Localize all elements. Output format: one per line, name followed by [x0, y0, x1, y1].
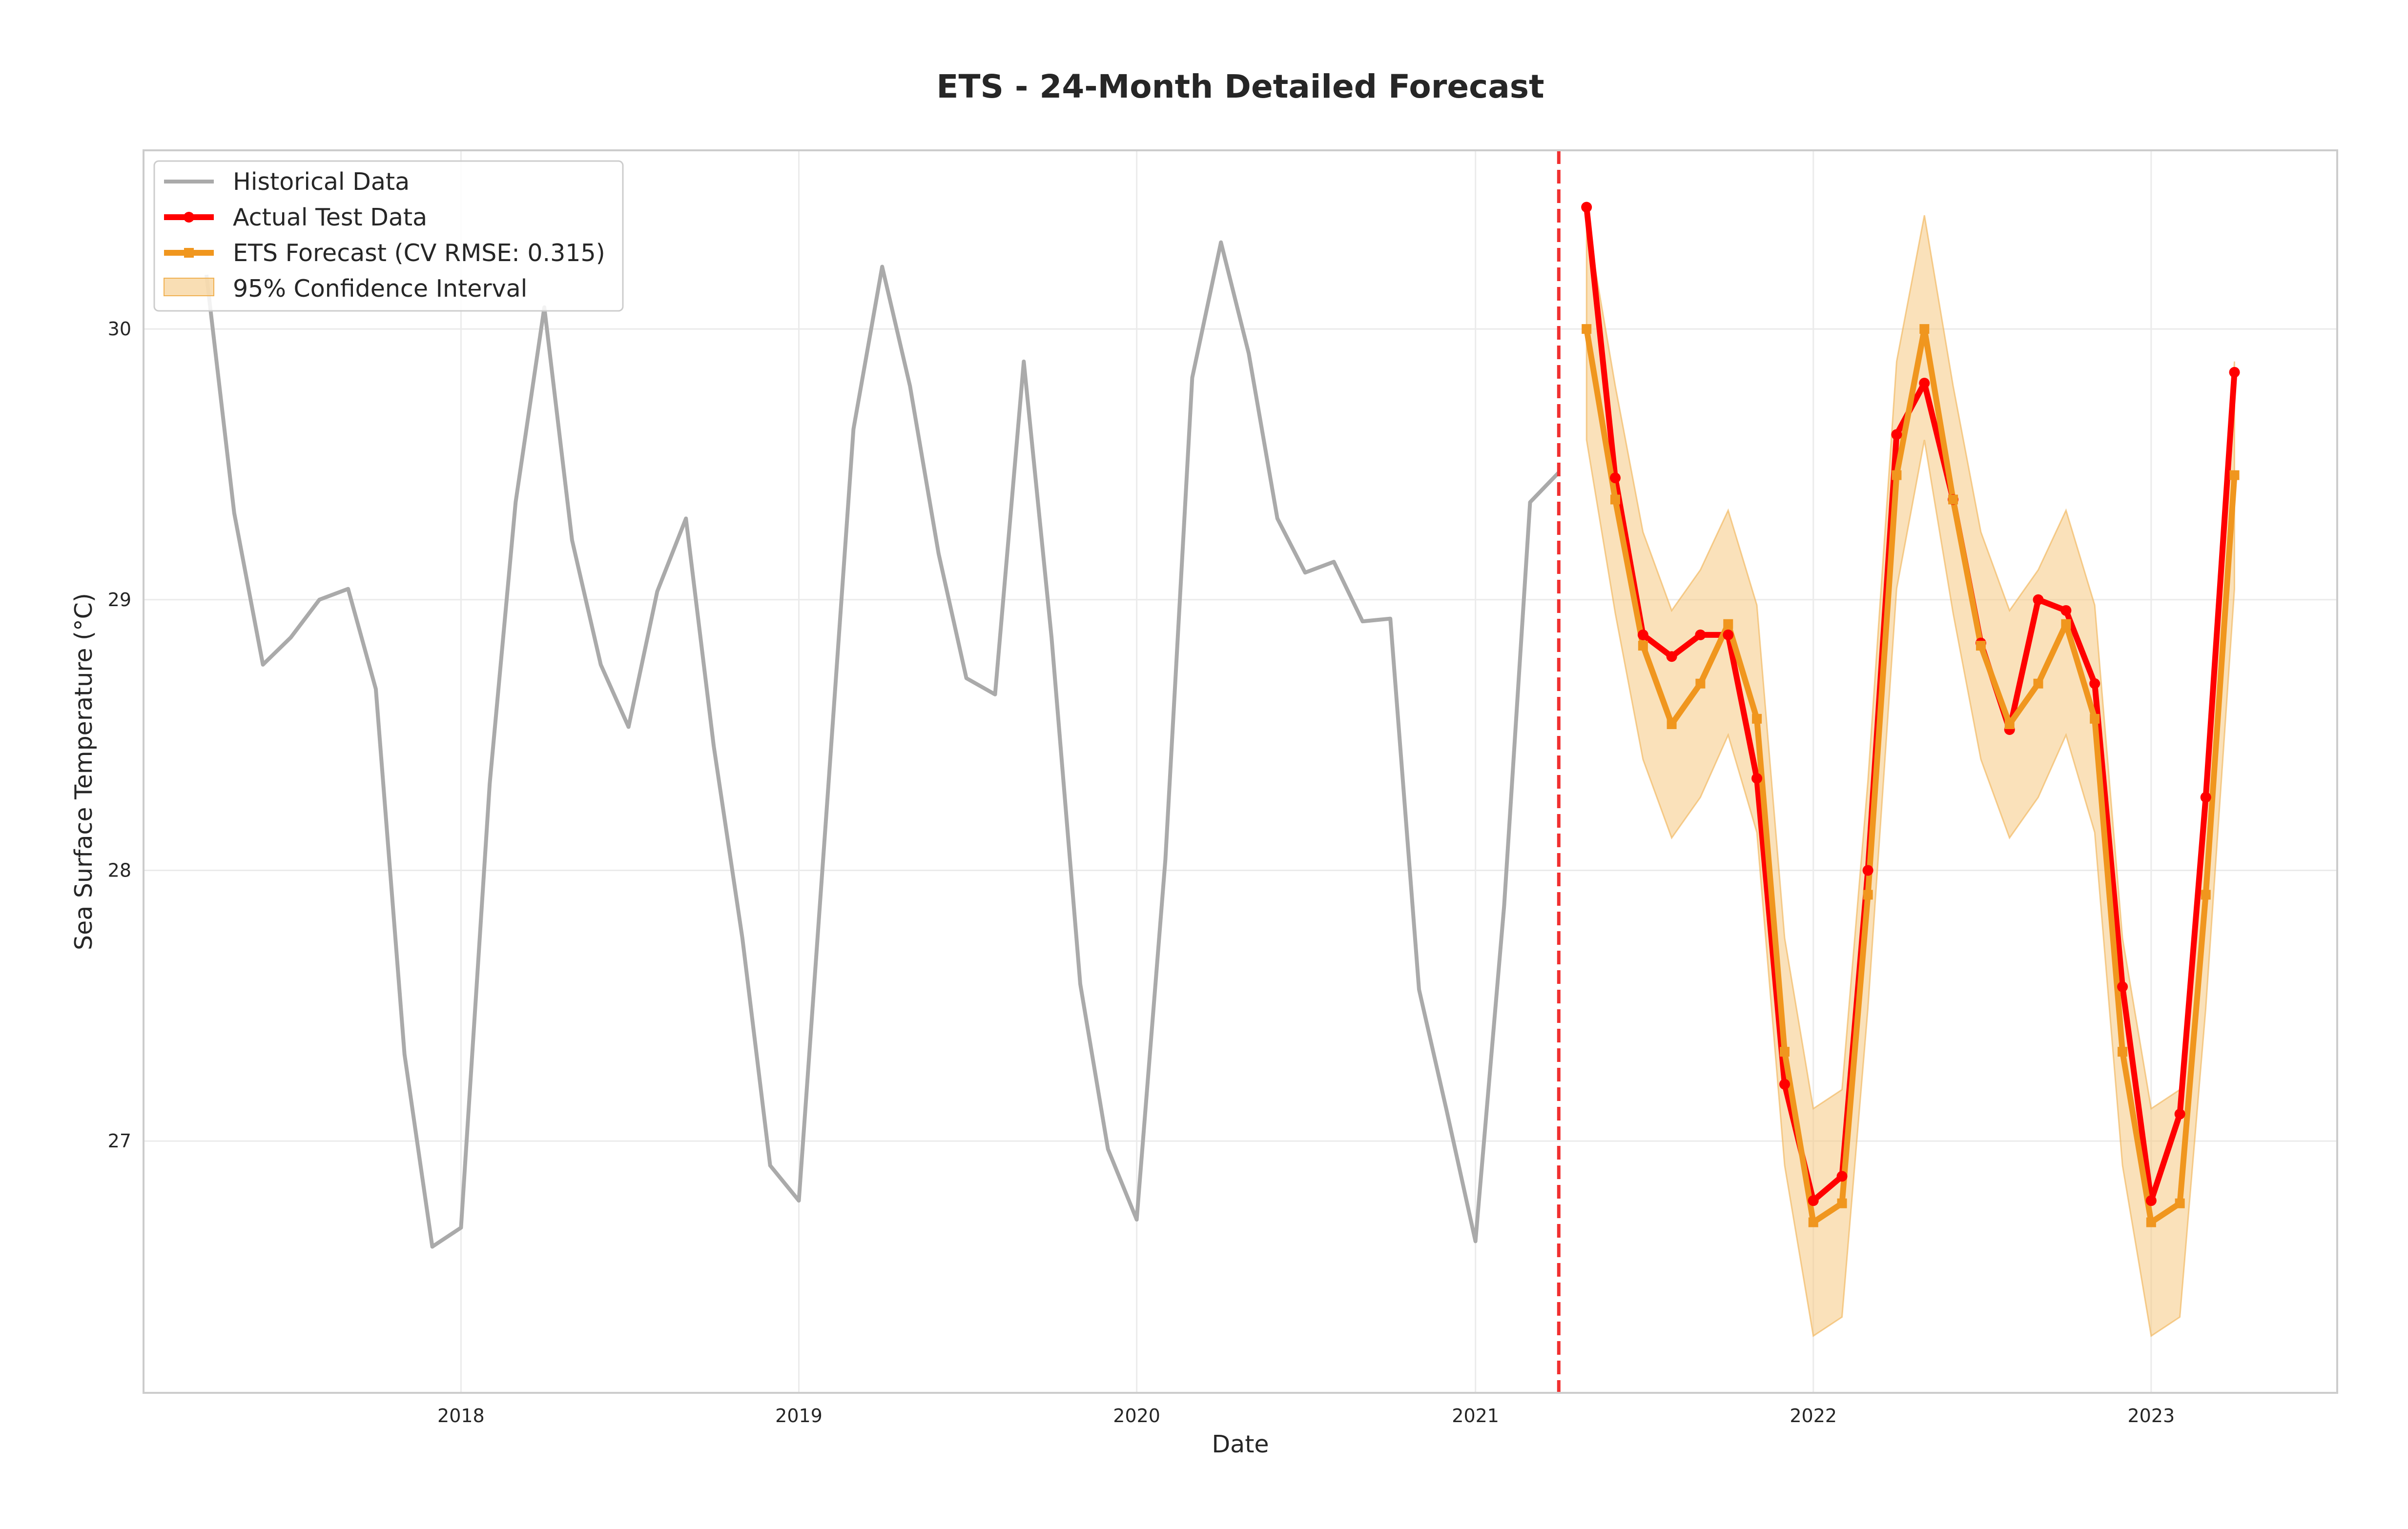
tick-labels: 2018 2019 2020 2021 2022 2023 27 28 29 30 — [108, 318, 2175, 1427]
legend-label-historical: Historical Data — [233, 168, 410, 196]
plot-frame — [143, 149, 2338, 1394]
actual-point — [1808, 1195, 1819, 1206]
forecast-point — [2118, 1047, 2128, 1057]
legend-label-confidence: 95% Confidence Interval — [233, 275, 527, 303]
forecast-point — [1863, 890, 1873, 900]
x-tick-label: 2018 — [437, 1405, 485, 1427]
legend-swatch-forecast-marker — [184, 248, 194, 258]
x-tick-label: 2022 — [1790, 1405, 1837, 1427]
forecast-point — [2061, 619, 2071, 629]
actual-point — [2089, 678, 2100, 689]
forecast-point — [1695, 678, 1706, 689]
actual-point — [2060, 605, 2072, 616]
forecast-point — [1808, 1217, 1818, 1227]
forecast-point — [2033, 678, 2043, 689]
y-tick-label: 27 — [108, 1130, 131, 1152]
forecast-point — [1837, 1198, 1847, 1208]
actual-point — [2145, 1195, 2157, 1206]
forecast-point — [1948, 494, 1958, 505]
y-tick-label: 28 — [108, 859, 131, 881]
actual-point — [2117, 981, 2128, 992]
actual-point — [1779, 1079, 1790, 1090]
actual-point — [1723, 629, 1734, 640]
forecast-point — [1638, 641, 1648, 651]
forecast-point — [2146, 1217, 2156, 1227]
historical-line — [204, 240, 1561, 1249]
x-axis-label: Date — [1212, 1430, 1269, 1458]
forecast-point — [2175, 1198, 2185, 1208]
legend-label-actual: Actual Test Data — [233, 204, 427, 231]
y-tick-label: 29 — [108, 589, 131, 611]
forecast-line — [1584, 326, 2238, 1225]
forecast-point — [1723, 619, 1733, 629]
forecast-point — [1779, 1047, 1790, 1057]
x-tick-label: 2020 — [1113, 1405, 1160, 1427]
forecast-point — [1752, 714, 1762, 724]
legend-swatch-actual-marker — [184, 212, 194, 223]
chart-title: ETS - 24-Month Detailed Forecast — [936, 68, 1544, 105]
forecast-point — [1610, 494, 1620, 505]
actual-point — [1666, 651, 1677, 662]
y-tick-label: 30 — [108, 318, 131, 340]
forecast-point — [2004, 719, 2015, 729]
x-tick-label: 2021 — [1452, 1405, 1499, 1427]
forecast-point — [2229, 470, 2240, 480]
series-markers-layer — [1581, 202, 2240, 1227]
forecast-point — [2201, 890, 2211, 900]
forecast-point — [1892, 470, 1902, 480]
actual-point — [1836, 1171, 1848, 1182]
x-tick-label: 2019 — [775, 1405, 823, 1427]
actual-point — [1637, 629, 1648, 640]
actual-point — [1609, 472, 1621, 484]
actual-point — [2200, 792, 2211, 803]
forecast-point — [1976, 641, 1986, 651]
actual-point — [2174, 1108, 2185, 1120]
legend-label-forecast: ETS Forecast (CV RMSE: 0.315) — [233, 239, 605, 267]
forecast-point — [1582, 324, 1592, 334]
series-lines-layer — [204, 150, 2238, 1393]
actual-point — [2229, 367, 2240, 378]
forecast-point — [1919, 324, 1930, 334]
actual-point — [2033, 594, 2044, 605]
y-axis-label: Sea Surface Temperature (°C) — [70, 593, 98, 950]
forecast-point — [1667, 719, 1677, 729]
legend-box — [153, 160, 624, 312]
actual-point — [1751, 773, 1763, 784]
actual-point — [1581, 202, 1592, 213]
forecast-point — [2090, 714, 2100, 724]
legend: Historical Data Actual Test Data ETS For… — [153, 160, 624, 312]
x-tick-label: 2023 — [2128, 1405, 2175, 1427]
actual-point — [1919, 378, 1930, 389]
actual-point — [1862, 865, 1873, 876]
actual-point — [1695, 629, 1706, 640]
actual-point — [1891, 429, 1902, 440]
legend-swatch-confidence — [164, 278, 214, 296]
